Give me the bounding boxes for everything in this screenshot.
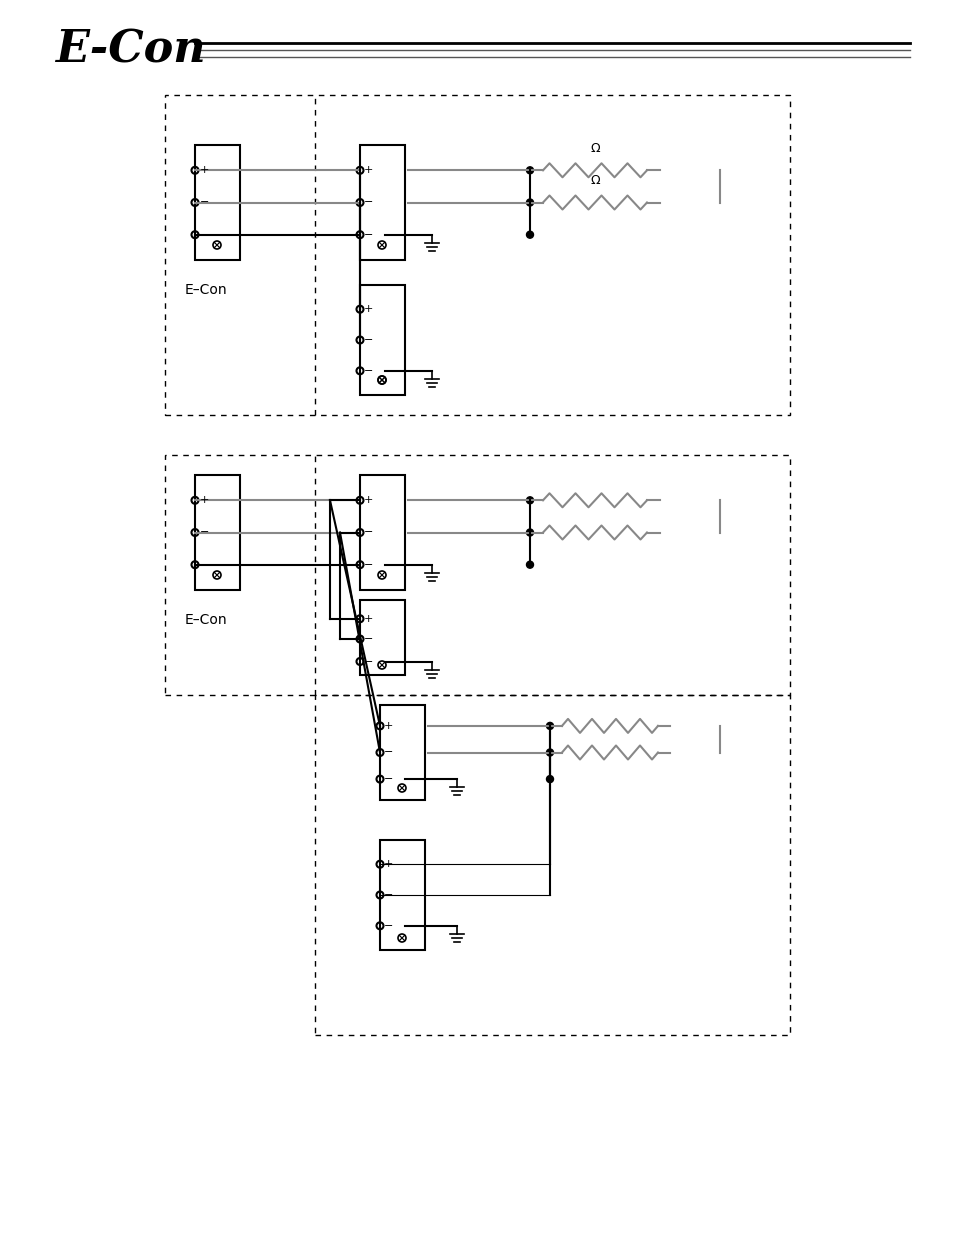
Circle shape: [526, 167, 533, 174]
Text: +: +: [384, 860, 393, 869]
Text: +: +: [384, 721, 393, 731]
Circle shape: [526, 231, 533, 238]
Text: −: −: [384, 774, 393, 784]
Bar: [165, 454, 789, 695]
Text: −: −: [200, 198, 209, 207]
Circle shape: [526, 199, 533, 206]
Text: E–Con: E–Con: [185, 283, 228, 296]
Bar: [359, 600, 405, 676]
Circle shape: [546, 722, 553, 730]
Text: −: −: [200, 230, 209, 240]
Text: −: −: [364, 559, 373, 569]
Bar: [165, 95, 789, 415]
Text: +: +: [364, 495, 373, 505]
Bar: [194, 475, 240, 590]
Text: −: −: [364, 198, 373, 207]
Circle shape: [526, 496, 533, 504]
Text: −: −: [384, 921, 393, 931]
Text: −: −: [364, 657, 373, 667]
Text: −: −: [384, 890, 393, 900]
Text: −: −: [364, 230, 373, 240]
Bar: [359, 144, 405, 261]
Text: +: +: [200, 165, 209, 175]
Text: −: −: [200, 559, 209, 569]
Bar: [314, 695, 789, 1035]
Bar: [359, 475, 405, 590]
Text: +: +: [200, 495, 209, 505]
Bar: [194, 144, 240, 261]
Text: −: −: [364, 335, 373, 345]
Text: +: +: [364, 614, 373, 624]
Circle shape: [546, 748, 553, 756]
Text: E–Con: E–Con: [185, 613, 228, 627]
Text: −: −: [384, 747, 393, 757]
Text: −: −: [364, 634, 373, 643]
Circle shape: [526, 529, 533, 536]
Text: E-Con: E-Con: [55, 28, 206, 72]
Circle shape: [546, 776, 553, 783]
Text: −: −: [200, 527, 209, 537]
Text: −: −: [364, 366, 373, 375]
Circle shape: [526, 561, 533, 568]
Text: +: +: [364, 165, 373, 175]
Bar: [379, 705, 424, 800]
Text: −: −: [364, 527, 373, 537]
Text: Ω: Ω: [590, 174, 599, 186]
Text: Ω: Ω: [590, 142, 599, 154]
Bar: [379, 840, 424, 950]
Text: +: +: [364, 304, 373, 314]
Bar: [359, 285, 405, 395]
